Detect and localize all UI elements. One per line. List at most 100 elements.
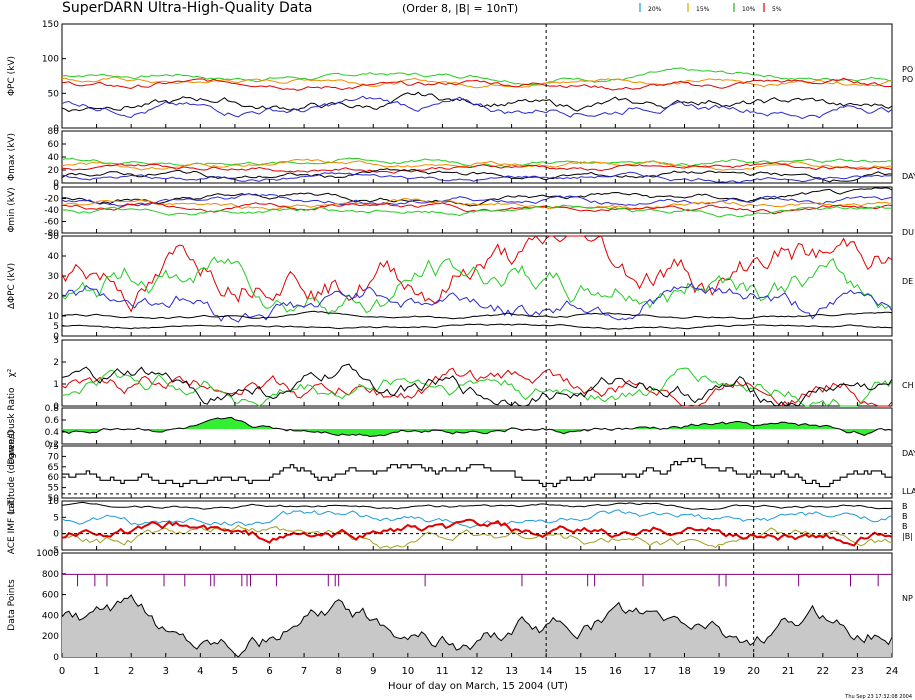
panel-frame <box>61 235 893 337</box>
series-line <box>61 310 893 320</box>
y-tick-label: 40 <box>48 252 60 262</box>
panel-points: 0 200 400 600 800 1000 Data Points NP <box>7 549 913 663</box>
chart-title: SuperDARN Ultra-High-Quality Data <box>62 0 312 16</box>
series-line <box>61 235 893 313</box>
panel-ratio: 0.2 0.4 0.6 0.8 Dawn/Dusk Ratio DAY <box>7 387 915 465</box>
chart-subtitle: (Order 8, |B| = 10nT) <box>402 2 518 15</box>
y-tick-label: 50 <box>48 494 60 504</box>
y-tick-label: 0 <box>53 183 59 193</box>
y-tick-label: 150 <box>42 20 59 30</box>
x-tick-label: 20 <box>747 666 760 677</box>
series-line <box>61 323 893 330</box>
x-tick-label: 0 <box>59 666 65 677</box>
y-axis-label: Φmax (kV) <box>7 133 17 181</box>
right-label: B <box>902 512 908 521</box>
panel-frame <box>61 339 893 407</box>
y-tick-label: 50 <box>48 232 60 242</box>
y-axis-label: χ² <box>7 368 17 377</box>
x-tick-label: 17 <box>644 666 657 677</box>
y-tick-label: 0 <box>53 530 59 540</box>
x-tick-label: 4 <box>197 666 203 677</box>
y-axis-label: Φmin (kV) <box>7 187 17 232</box>
panel-frame <box>61 186 893 234</box>
x-tick-label: 1 <box>93 666 99 677</box>
y-axis-label: ACE IMF (nT) <box>7 497 17 555</box>
x-tick-label: 24 <box>886 666 899 677</box>
y-tick-label: 30 <box>48 272 60 282</box>
series-line <box>61 95 893 120</box>
right-label: |B| <box>902 532 913 541</box>
x-tick-label: 9 <box>370 666 376 677</box>
series-line <box>61 204 893 218</box>
x-tick-label: 7 <box>301 666 307 677</box>
legend-label: 10% <box>742 6 756 13</box>
y-tick-label: 1000 <box>36 549 59 559</box>
y-tick-label: 2 <box>53 358 59 368</box>
panel-phimax: 0 20 40 60 80 Φmax (kV) DAY <box>7 127 915 189</box>
x-axis-label: Hour of day on March, 15 2004 (UT) <box>388 681 568 692</box>
y-tick-label: 200 <box>42 632 59 642</box>
series-line <box>61 594 893 658</box>
right-label: NP <box>902 594 913 603</box>
y-tick-label: 65 <box>48 463 59 473</box>
x-tick-label: 12 <box>471 666 484 677</box>
panel-frame <box>61 445 893 499</box>
x-tick-label: 19 <box>713 666 726 677</box>
y-tick-label: 0.8 <box>45 404 60 414</box>
x-tick-label: 3 <box>163 666 169 677</box>
y-tick-label: -80 <box>44 229 59 239</box>
y-tick-label: 80 <box>48 127 60 137</box>
right-label: DU <box>902 228 914 237</box>
right-label: PO <box>902 65 913 74</box>
y-axis-label: ΔΦPC (kV) <box>7 263 17 309</box>
y-tick-label: 0.6 <box>45 416 60 426</box>
x-tick-label: 10 <box>401 666 414 677</box>
y-tick-label: 0 <box>53 179 59 189</box>
panel-phimin: -80-60 -40-20 0 Φmin (kV) DU <box>7 183 914 239</box>
y-tick-label: 800 <box>42 570 59 580</box>
series-line <box>61 518 893 547</box>
y-tick-label: 70 <box>48 452 60 462</box>
x-tick-label: 21 <box>782 666 795 677</box>
x-axis: 0 1 2 3 4 5 6 7 8 9 10 11 12 13 14 15 16 17 18 19 20 21 22 23 24 <box>59 666 899 677</box>
x-tick-label: 15 <box>574 666 587 677</box>
y-tick-label: -20 <box>44 195 59 205</box>
panel-frame <box>61 130 893 184</box>
y-tick-label: 50 <box>48 89 60 99</box>
x-tick-label: 14 <box>540 666 553 677</box>
y-tick-label: 20 <box>48 292 60 302</box>
right-label: CH <box>902 381 914 390</box>
y-axis-label: Data Points <box>7 579 17 631</box>
x-tick-label: 18 <box>678 666 691 677</box>
x-tick-label: 23 <box>851 666 864 677</box>
series-line <box>61 282 893 323</box>
quality-legend: 20% 15% 10% 5% <box>639 3 782 13</box>
right-label: PO <box>902 75 913 84</box>
y-tick-label: -40 <box>44 206 59 216</box>
y-tick-label: 60 <box>48 473 60 483</box>
legend-label: 20% <box>648 6 662 13</box>
y-axis-label: Dawn/Dusk Ratio <box>7 387 17 465</box>
y-tick-label: 20 <box>48 166 60 176</box>
x-tick-label: 6 <box>266 666 272 677</box>
y-tick-label: 55 <box>48 484 59 494</box>
series-area <box>62 417 892 437</box>
x-tick-label: 13 <box>505 666 518 677</box>
right-label: DAY <box>902 449 915 458</box>
y-tick-label: 0.4 <box>45 428 60 438</box>
right-label: B <box>902 522 908 531</box>
series-line <box>61 162 893 174</box>
y-tick-label: 1 <box>53 380 59 390</box>
y-tick-label: 0.2 <box>45 440 59 450</box>
legend-label: 5% <box>772 6 782 13</box>
panel-chi2: 0 1 2 3 χ² CH <box>7 336 914 412</box>
timestamp: Thu Sep 23 17:32:08 2004 <box>844 694 912 700</box>
x-tick-label: 22 <box>816 666 829 677</box>
y-tick-label: 40 <box>48 153 60 163</box>
x-tick-label: 5 <box>232 666 238 677</box>
